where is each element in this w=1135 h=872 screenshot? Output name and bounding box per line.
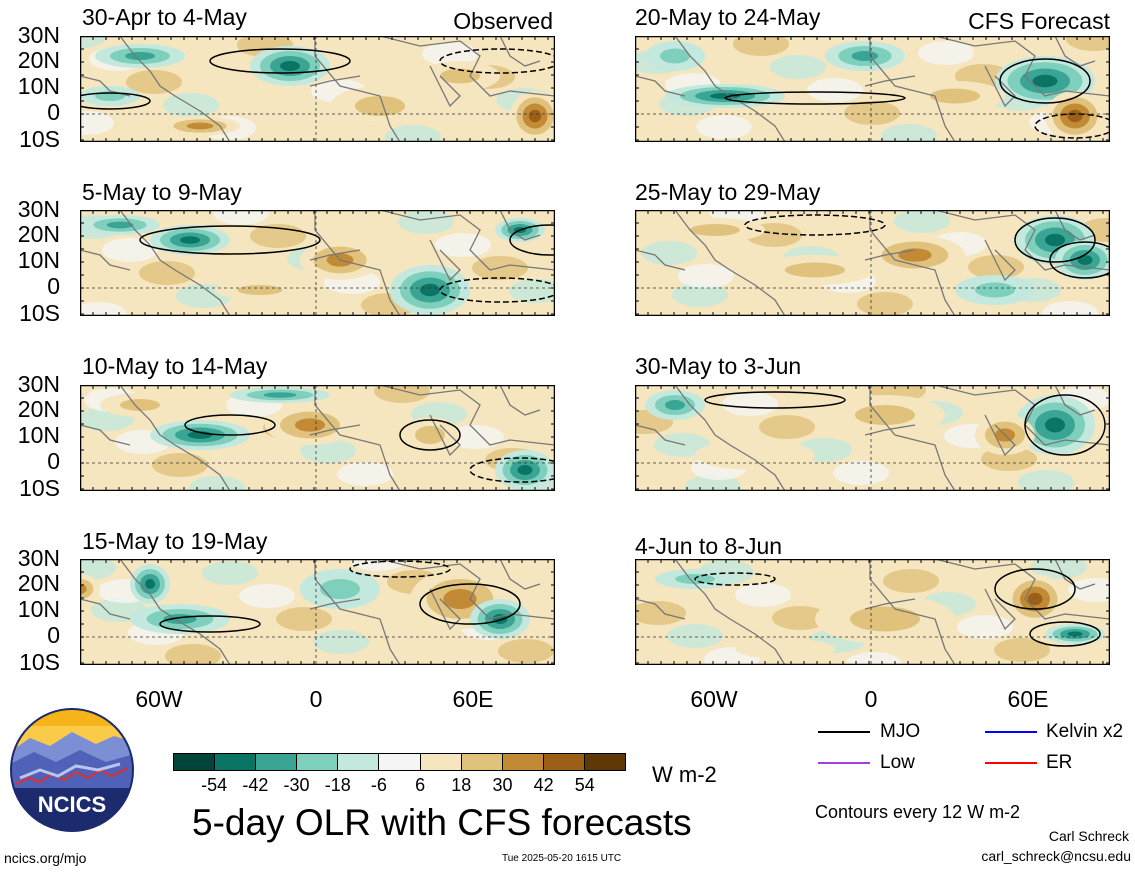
panel-title-7: 30-May to 3-Jun bbox=[635, 353, 802, 379]
olr-map bbox=[80, 385, 555, 491]
author-email: carl_schreck@ncsu.edu bbox=[981, 848, 1131, 864]
legend-label-low: Low bbox=[880, 752, 915, 773]
colorbar-swatch bbox=[543, 754, 585, 770]
lat-label: 30N bbox=[17, 196, 60, 222]
colorbar-tick-label: 18 bbox=[451, 775, 472, 795]
olr-map bbox=[635, 559, 1110, 665]
lat-label: 0 bbox=[47, 273, 60, 299]
lat-label: 10S bbox=[19, 300, 60, 326]
lat-label: 20N bbox=[17, 47, 60, 73]
olr-map bbox=[635, 36, 1110, 142]
colorbar-tick-label: -18 bbox=[324, 775, 351, 795]
panel-title-5: 20-May to 24-May bbox=[635, 4, 821, 30]
lon-label-0-left: 0 bbox=[309, 686, 323, 712]
colorbar-units: W m-2 bbox=[652, 762, 717, 787]
lat-label: 10S bbox=[19, 649, 60, 675]
olr-map bbox=[80, 210, 555, 316]
colorbar-swatch bbox=[420, 754, 462, 770]
map-panel-8 bbox=[635, 559, 1110, 665]
colorbar-tick-label: -30 bbox=[283, 775, 310, 795]
lon-label-0-right: 0 bbox=[864, 686, 878, 712]
legend-label-kelvin: Kelvin x2 bbox=[1046, 721, 1124, 742]
colorbar-swatch bbox=[461, 754, 503, 770]
map-panel-2 bbox=[80, 210, 555, 316]
map-panel-7 bbox=[635, 385, 1110, 491]
lat-label: 30N bbox=[17, 545, 60, 571]
observed-label: Observed bbox=[453, 8, 553, 34]
lon-label-60e-right: 60E bbox=[1007, 686, 1049, 712]
lat-label: 0 bbox=[47, 448, 60, 474]
legend-line-kelvin bbox=[985, 731, 1037, 733]
olr-map bbox=[80, 559, 555, 665]
lat-label: 0 bbox=[47, 622, 60, 648]
panel-title-8: 4-Jun to 8-Jun bbox=[635, 533, 783, 559]
ncics-logo: NCICS bbox=[10, 708, 134, 832]
legend-label-er: ER bbox=[1046, 752, 1073, 773]
colorbar-swatch bbox=[379, 754, 421, 770]
lat-label: 10N bbox=[17, 73, 60, 99]
lon-label-60e-left: 60E bbox=[452, 686, 494, 712]
lat-label: 20N bbox=[17, 570, 60, 596]
panel-title-4: 15-May to 19-May bbox=[82, 528, 268, 554]
legend-label-mjo: MJO bbox=[880, 721, 921, 742]
panel-title-6: 25-May to 29-May bbox=[635, 179, 821, 205]
cfs-forecast-label: CFS Forecast bbox=[968, 8, 1110, 34]
map-panel-1 bbox=[80, 36, 555, 142]
colorbar-swatch bbox=[174, 754, 216, 770]
legend-line-low bbox=[818, 762, 870, 764]
logo-text: NCICS bbox=[38, 792, 106, 817]
map-panel-4 bbox=[80, 559, 555, 665]
legend-line-mjo bbox=[818, 731, 870, 733]
map-panel-3 bbox=[80, 385, 555, 491]
timestamp: Tue 2025-05-20 1615 UTC bbox=[502, 853, 622, 864]
colorbar-tick-label: 6 bbox=[415, 775, 426, 795]
map-panel-6 bbox=[635, 210, 1110, 316]
colorbar-tick-label: 42 bbox=[533, 775, 554, 795]
lat-label: 0 bbox=[47, 99, 60, 125]
lat-label: 20N bbox=[17, 221, 60, 247]
colorbar bbox=[173, 753, 626, 771]
colorbar-swatch bbox=[502, 754, 544, 770]
olr-map bbox=[635, 385, 1110, 491]
colorbar-swatch bbox=[584, 754, 626, 770]
lat-label: 10S bbox=[19, 475, 60, 501]
colorbar-tick-label: -54 bbox=[201, 775, 228, 795]
olr-map bbox=[635, 210, 1110, 316]
colorbar-swatch bbox=[338, 754, 380, 770]
author-name: Carl Schreck bbox=[1048, 828, 1129, 844]
lat-label: 20N bbox=[17, 396, 60, 422]
lat-label: 10N bbox=[17, 422, 60, 448]
colorbar-tick-label: 54 bbox=[574, 775, 595, 795]
colorbar-tick-label: 30 bbox=[492, 775, 513, 795]
main-title: 5-day OLR with CFS forecasts bbox=[192, 802, 692, 843]
panel-title-1: 30-Apr to 4-May bbox=[82, 4, 247, 30]
colorbar-swatch bbox=[297, 754, 339, 770]
lon-label-60w-left: 60W bbox=[135, 686, 183, 712]
lat-label: 30N bbox=[17, 371, 60, 397]
lat-label: 30N bbox=[17, 22, 60, 48]
colorbar-swatch bbox=[256, 754, 298, 770]
lon-label-60w-right: 60W bbox=[690, 686, 738, 712]
lat-label: 10N bbox=[17, 596, 60, 622]
map-panel-5 bbox=[635, 36, 1110, 142]
olr-map bbox=[80, 36, 555, 142]
colorbar-tick-label: -42 bbox=[242, 775, 269, 795]
legend-line-er bbox=[985, 762, 1037, 764]
colorbar-swatch bbox=[215, 754, 257, 770]
panel-title-2: 5-May to 9-May bbox=[82, 179, 242, 205]
lat-label: 10S bbox=[19, 126, 60, 152]
colorbar-tick-label: -6 bbox=[370, 775, 387, 795]
panel-title-3: 10-May to 14-May bbox=[82, 353, 268, 379]
site-url: ncics.org/mjo bbox=[4, 850, 87, 866]
contours-note: Contours every 12 W m-2 bbox=[815, 802, 1021, 822]
lat-label: 10N bbox=[17, 247, 60, 273]
